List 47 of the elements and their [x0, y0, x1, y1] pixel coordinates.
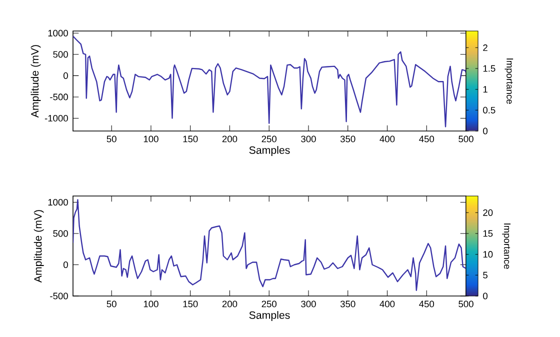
x-tick-label: 350	[340, 136, 356, 142]
line-series	[73, 199, 466, 291]
x-tick-label: 500	[458, 300, 474, 308]
x-tick-label: 200	[222, 300, 238, 308]
y-tick-label: 0	[63, 261, 68, 268]
x-tick-label: 100	[144, 300, 158, 308]
x-tick-label: 150	[183, 300, 198, 308]
y-tick-label: -500	[50, 94, 68, 100]
x-tick-label: 250	[262, 300, 277, 308]
y-tick-label: 500	[53, 230, 68, 237]
x-tick-label: 100	[144, 136, 158, 142]
x-tick-label: 400	[380, 136, 395, 142]
color-bar-label: 0.5	[483, 106, 496, 114]
y-axis-title: Amplitude (mV)	[34, 210, 44, 283]
color-bar-label: 10	[483, 251, 493, 258]
y-tick-label: 1000	[48, 30, 68, 36]
x-tick-label: 200	[222, 136, 238, 142]
y-tick-label: -1000	[44, 114, 68, 122]
x-tick-label: 150	[183, 136, 198, 142]
color-bar-label: 5	[483, 272, 488, 278]
x-tick-label: 50	[106, 136, 116, 142]
x-tick-label: 50	[106, 300, 116, 308]
x-tick-label: 300	[301, 300, 316, 308]
color-bar-title: Importance	[502, 224, 510, 269]
x-tick-label: 350	[340, 300, 356, 308]
line-series	[73, 36, 466, 128]
y-tick-label: -500	[50, 292, 68, 300]
x-tick-label: 250	[262, 136, 277, 142]
y-tick-label: 1000	[48, 198, 68, 206]
x-tick-label: 450	[419, 136, 434, 142]
y-tick-label: 0	[63, 72, 68, 79]
color-bar-label: 2	[483, 44, 488, 51]
color-bar-label: 15	[483, 230, 493, 237]
color-bar-label: 1.5	[483, 65, 496, 72]
color-bar-label: 0	[483, 128, 488, 134]
x-tick-label: 400	[380, 300, 395, 308]
x-tick-label: 300	[301, 136, 316, 142]
x-axis-title: Samples	[249, 311, 290, 321]
x-axis-title: Samples	[249, 146, 290, 156]
y-tick-label: 500	[53, 51, 68, 58]
x-tick-label: 500	[458, 136, 474, 142]
color-bar-label: 20	[483, 209, 493, 216]
color-bar-label: 1	[483, 86, 488, 93]
x-tick-label: 450	[419, 300, 434, 308]
color-bar-title: Importance	[504, 58, 514, 104]
color-bar-label: 0	[483, 292, 488, 300]
y-axis-title: Amplitude (mV)	[30, 45, 41, 118]
